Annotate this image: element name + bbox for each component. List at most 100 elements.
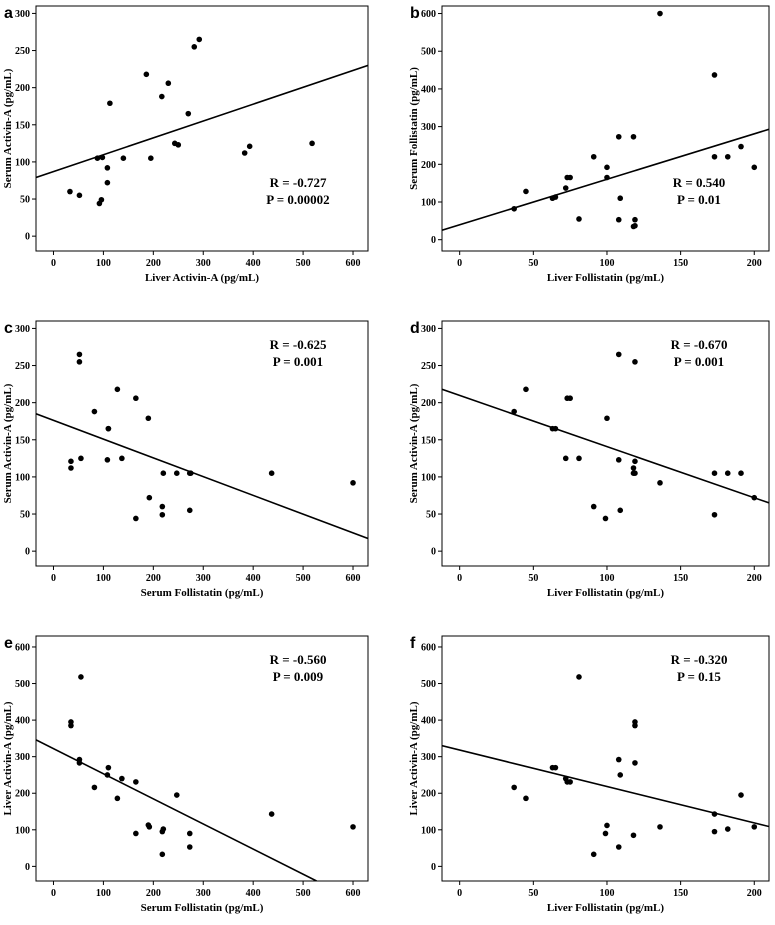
data-point — [191, 44, 198, 50]
data-point — [146, 494, 153, 501]
y-tick-label: 100 — [15, 157, 30, 168]
x-tick-label: 0 — [457, 573, 462, 584]
p-value: P = 0.001 — [674, 354, 724, 369]
data-point — [562, 455, 569, 462]
data-point — [576, 455, 582, 462]
plot-frame — [441, 635, 770, 882]
y-tick-label: 300 — [421, 122, 436, 133]
r-value: R = 0.540 — [673, 175, 726, 190]
y-tick-label: 150 — [421, 435, 436, 446]
data-point — [738, 470, 744, 476]
y-tick-label: 250 — [15, 46, 30, 57]
regression-line — [442, 744, 769, 828]
data-point — [67, 188, 73, 195]
regression-line — [36, 413, 368, 540]
data-point — [350, 824, 356, 830]
r-value: R = -0.727 — [270, 175, 327, 190]
x-tick-label: 400 — [246, 573, 261, 584]
y-tick-label: 100 — [421, 198, 436, 209]
x-tick-label: 300 — [196, 258, 211, 269]
data-point — [78, 455, 84, 462]
panel-d: 0 50 100 150 200 0 50 100 150 200 250 300 Liver Foll… — [408, 320, 770, 599]
panel-e: 0 100 200 300 400 500 600 0 100 200 300 400 500 600 Se… — [2, 635, 369, 914]
x-tick-label: 200 — [146, 573, 161, 584]
y-tick-label: 300 — [421, 324, 436, 335]
y-tick-label: 200 — [15, 789, 30, 800]
plot-frame — [441, 5, 770, 252]
x-tick-label: 0 — [51, 258, 56, 269]
data-point — [567, 779, 573, 785]
regression-line — [442, 388, 769, 504]
x-tick-label: 400 — [246, 888, 261, 899]
data-point — [175, 142, 182, 148]
data-point — [602, 515, 609, 522]
data-point — [567, 174, 573, 181]
data-point — [148, 155, 154, 161]
data-point — [114, 386, 121, 393]
data-point — [146, 824, 153, 830]
data-point — [133, 779, 139, 785]
y-axis-title: Serum Activin-A (pg/mL) — [2, 383, 14, 503]
x-tick-label: 200 — [146, 888, 161, 899]
panel-letter: a — [4, 5, 13, 22]
panel-a: 0 100 200 300 400 500 600 0 50 100 150 200 250 300 Liv… — [2, 5, 369, 284]
data-point — [602, 830, 609, 837]
data-point — [657, 480, 663, 486]
data-point — [119, 775, 125, 782]
x-tick-label: 100 — [599, 258, 614, 269]
x-tick-label: 100 — [96, 888, 111, 899]
data-point — [68, 719, 74, 725]
data-point — [76, 756, 83, 763]
data-point — [738, 792, 744, 798]
data-point — [107, 100, 113, 107]
x-tick-label: 500 — [296, 258, 311, 269]
data-point — [511, 205, 517, 212]
y-tick-label: 400 — [421, 84, 436, 95]
data-point — [350, 480, 356, 486]
data-point — [615, 756, 622, 763]
y-tick-label: 50 — [20, 195, 30, 206]
data-point — [617, 507, 624, 514]
data-point — [657, 824, 663, 830]
x-tick-label: 0 — [457, 888, 462, 899]
data-point — [159, 511, 166, 518]
data-point — [590, 503, 597, 510]
panel-letter: d — [410, 320, 420, 337]
data-point — [630, 832, 637, 839]
panel-b: 0 50 100 150 200 0 100 200 300 400 500 600 Liver Fol… — [408, 5, 770, 284]
x-tick-label: 600 — [346, 573, 361, 584]
data-point — [185, 110, 192, 117]
x-tick-label: 300 — [196, 573, 211, 584]
data-point — [562, 185, 569, 191]
x-tick-label: 150 — [673, 888, 688, 899]
data-point — [711, 153, 718, 160]
p-value: P = 0.15 — [677, 669, 721, 684]
panel-letter: c — [4, 320, 13, 337]
data-point — [604, 822, 610, 829]
y-tick-label: 200 — [421, 160, 436, 171]
x-tick-label: 100 — [96, 258, 111, 269]
data-point — [511, 784, 517, 791]
data-point — [187, 470, 194, 476]
r-value: R = -0.560 — [270, 652, 327, 667]
r-value: R = -0.320 — [671, 652, 728, 667]
data-point — [196, 36, 203, 43]
data-point — [751, 494, 758, 501]
y-tick-label: 300 — [15, 752, 30, 763]
data-point — [186, 507, 193, 514]
data-point — [632, 359, 638, 365]
plot-frame — [35, 5, 369, 252]
data-point — [630, 133, 637, 140]
data-point — [105, 764, 112, 771]
y-tick-label: 200 — [15, 398, 30, 409]
y-axis-title: Serum Follistatin (pg/mL) — [408, 67, 420, 190]
x-tick-label: 200 — [747, 573, 762, 584]
y-tick-label: 600 — [421, 9, 436, 20]
data-point — [632, 458, 638, 465]
data-point — [523, 386, 529, 393]
x-tick-label: 100 — [599, 888, 614, 899]
data-point — [523, 188, 529, 195]
panel-letter: f — [410, 635, 416, 652]
data-point — [657, 10, 663, 17]
